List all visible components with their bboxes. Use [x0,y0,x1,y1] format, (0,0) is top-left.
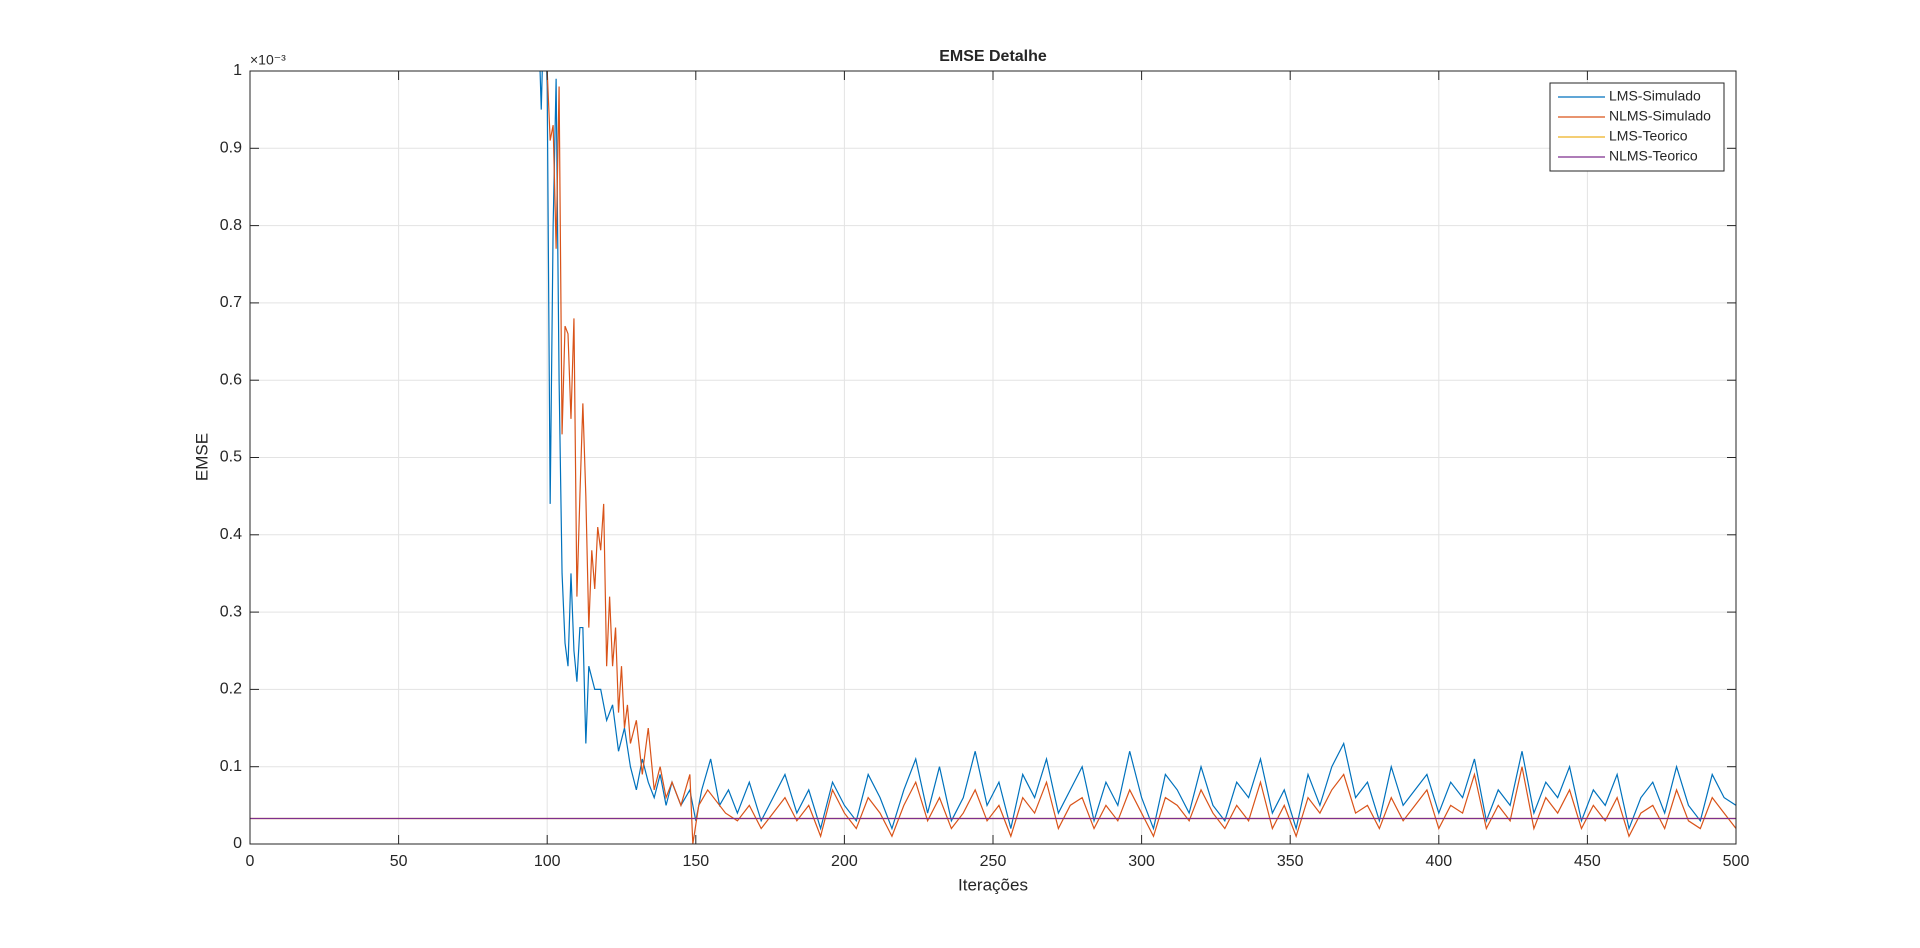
x-tick-label: 250 [980,853,1007,870]
chart-title: EMSE Detalhe [939,48,1047,65]
x-tick-label: 100 [534,853,561,870]
x-tick-label: 450 [1574,853,1601,870]
y-tick-label: 0.2 [220,681,242,698]
x-axis-label: Iterações [958,875,1028,894]
y-tick-label: 0.4 [220,526,242,543]
lines [250,71,1736,844]
y-tick-label: 0.5 [220,449,242,466]
y-tick-label: 0.9 [220,140,242,157]
x-tick-label: 0 [246,853,255,870]
legend-label: NLMS-Simulado [1609,108,1711,124]
x-tick-label: 50 [390,853,408,870]
y-tick-label: 0 [233,835,242,852]
ticks: 0 50 100 150 200 250 300 350 400 450 500 0 0.1 0.2 0.3… [220,62,1750,870]
y-axis-label: EMSE [192,433,211,481]
legend-label: LMS-Simulado [1609,88,1701,104]
y-tick-label: 1 [233,62,242,79]
y-tick-label: 0.3 [220,603,242,620]
y-tick-label: 0.1 [220,758,242,775]
series-line [539,71,1736,831]
x-tick-label: 500 [1723,853,1750,870]
x-tick-label: 350 [1277,853,1304,870]
y-exponent-label: ×10⁻³ [250,52,286,68]
y-tick-label: 0.8 [220,217,242,234]
x-tick-label: 200 [831,853,858,870]
x-tick-label: 300 [1128,853,1155,870]
legend-label: LMS-Teorico [1609,128,1688,144]
legend: LMS-Simulado NLMS-Simulado LMS-Teorico NLMS… [1549,82,1725,172]
y-tick-label: 0.6 [220,371,242,388]
y-tick-label: 0.7 [220,294,242,311]
legend-label: NLMS-Teorico [1609,148,1698,164]
x-tick-label: 150 [682,853,709,870]
series-line [546,71,1736,844]
legend-box [1549,82,1725,172]
x-tick-label: 400 [1425,853,1452,870]
